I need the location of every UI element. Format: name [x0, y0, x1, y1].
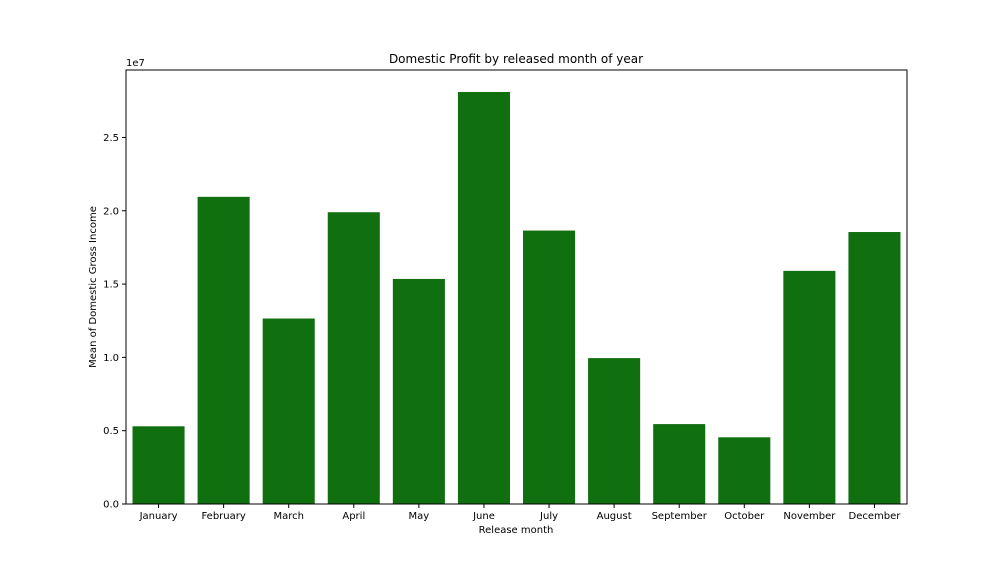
bar-august: [588, 358, 641, 504]
bar-march: [262, 318, 315, 504]
chart-title: Domestic Profit by released month of yea…: [389, 52, 643, 66]
x-tick-label: April: [342, 511, 365, 522]
x-tick-label: May: [409, 511, 430, 522]
y-tick-label: 0.5: [103, 426, 119, 437]
x-tick-label: September: [652, 511, 708, 522]
y-tick-label: 2.5: [103, 133, 119, 144]
y-tick-label: 0.0: [103, 500, 119, 511]
bar-january: [132, 426, 185, 504]
y-axis-label: Mean of Domestic Gross Income: [88, 206, 99, 368]
bar-july: [523, 230, 576, 505]
bar-may: [392, 278, 445, 504]
bar-february: [197, 196, 250, 504]
y-tick-label: 1.5: [103, 280, 119, 291]
bars-group: [132, 91, 901, 505]
bar-november: [783, 270, 836, 504]
bar-december: [848, 232, 901, 504]
x-tick-label: October: [724, 511, 765, 522]
x-tick-label: August: [597, 511, 632, 522]
x-tick-label: July: [539, 511, 558, 522]
x-tick-label: February: [201, 511, 245, 522]
bar-september: [653, 424, 706, 504]
y-tick-label: 1.0: [103, 353, 119, 364]
y-axis-ticks: 0.0 0.5 1.0 1.5 2.0 2.5: [103, 133, 126, 511]
x-axis-ticks: January February March April May June July Augu…: [139, 504, 902, 522]
x-tick-label: June: [472, 511, 495, 522]
y-tick-label: 2.0: [103, 206, 119, 217]
x-tick-label: November: [783, 511, 836, 522]
bar-april: [327, 212, 380, 505]
x-tick-label: January: [139, 511, 178, 522]
x-axis-label: Release month: [479, 525, 554, 536]
x-tick-label: March: [273, 511, 303, 522]
x-tick-label: December: [849, 511, 902, 522]
bar-october: [718, 437, 771, 504]
y-axis-offset-label: 1e7: [126, 58, 145, 69]
bar-june: [457, 91, 510, 505]
plot-area-frame: [125, 69, 908, 505]
